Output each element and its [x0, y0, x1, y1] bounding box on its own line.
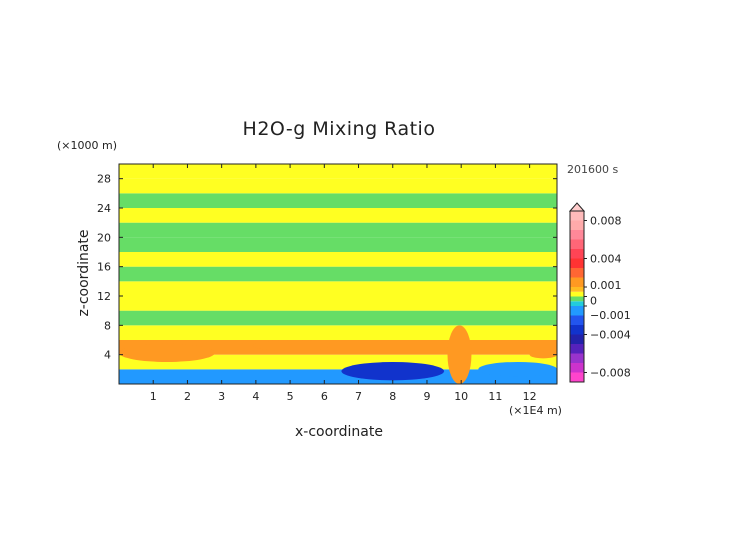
colorbar-tick-label: 0.001 [590, 279, 622, 292]
x-tick-label: 8 [389, 390, 396, 403]
field-band [119, 266, 557, 282]
x-tick-label: 10 [454, 390, 468, 403]
field-feature-moist [529, 351, 557, 359]
y-tick-label: 20 [97, 231, 111, 244]
colorbar-swatch [570, 296, 584, 302]
field-feature-dry [341, 362, 445, 381]
y-tick-label: 28 [97, 173, 111, 186]
x-tick-label: 1 [150, 390, 157, 403]
x-unit-label: (×1E4 m) [509, 404, 562, 417]
field-band [119, 178, 557, 194]
field-band [119, 222, 557, 238]
colorbar-swatch [570, 306, 584, 316]
colorbar-tick-label: 0.008 [590, 215, 622, 228]
y-tick-label: 4 [104, 349, 111, 362]
field-band [119, 354, 557, 370]
x-tick-label: 9 [423, 390, 430, 403]
colorbar-swatch [570, 334, 584, 344]
colorbar-swatch [570, 249, 584, 259]
field-feature-moist [447, 325, 472, 384]
y-tick-label: 16 [97, 261, 111, 274]
field-band [119, 237, 557, 252]
field-band [119, 296, 557, 311]
colorbar-tick-label: 0 [590, 295, 597, 308]
colorbar-swatch [570, 353, 584, 363]
field-band [119, 164, 557, 179]
field-band [119, 369, 557, 384]
field-band [119, 193, 557, 208]
colorbar-swatch [570, 268, 584, 278]
colorbar-tick-label: −0.008 [590, 367, 631, 380]
x-tick-label: 11 [488, 390, 502, 403]
colorbar: 0.008 0.004 0.001 0−0.001 −0.004 −0.008 [568, 202, 631, 383]
colorbar-swatch [570, 220, 584, 230]
colorbar-swatch [570, 287, 584, 292]
chart-title: H2O-g Mixing Ratio [243, 118, 436, 140]
colorbar-swatch [570, 344, 584, 354]
y-unit-label: (×1000 m) [57, 139, 117, 152]
colorbar-swatch [570, 291, 584, 297]
x-tick-label: 7 [355, 390, 362, 403]
colorbar-extend-arrow [568, 202, 586, 212]
y-tick-label: 24 [97, 202, 111, 215]
field-band [119, 252, 557, 267]
colorbar-swatch [570, 258, 584, 268]
field-band [119, 325, 557, 340]
time-label: 201600 s [567, 163, 618, 176]
field-feature-dry [478, 362, 557, 377]
colorbar-swatch [570, 372, 584, 382]
field-feature-moist [252, 340, 332, 351]
colorbar-swatch [570, 325, 584, 335]
y-tick-label: 8 [104, 319, 111, 332]
colorbar-tick-label: −0.004 [590, 329, 631, 342]
field-band [119, 340, 557, 355]
colorbar-tick-label: −0.001 [590, 309, 631, 322]
plot-area [119, 164, 557, 384]
field-band [119, 208, 557, 223]
colorbar-tick-label: 0.004 [590, 253, 622, 266]
field-band [119, 281, 557, 296]
colorbar-swatch [570, 301, 584, 306]
colorbar-swatch [570, 363, 584, 373]
x-tick-label: 12 [523, 390, 537, 403]
x-tick-label: 3 [218, 390, 225, 403]
x-tick-label: 6 [321, 390, 328, 403]
colorbar-swatch [570, 239, 584, 249]
field-band [119, 310, 557, 326]
x-axis-label: x-coordinate [295, 424, 383, 440]
colorbar-swatch [570, 315, 584, 325]
x-tick-label: 5 [287, 390, 294, 403]
x-tick-label: 2 [184, 390, 191, 403]
plot-frame [118, 163, 558, 385]
colorbar-swatch [570, 211, 584, 221]
y-axis-label: z-coordinate [76, 229, 92, 316]
colorbar-swatch [570, 230, 584, 240]
colorbar-swatch [570, 277, 584, 287]
x-tick-label: 4 [252, 390, 259, 403]
field-feature-moist [119, 343, 215, 363]
y-tick-label: 12 [97, 290, 111, 303]
